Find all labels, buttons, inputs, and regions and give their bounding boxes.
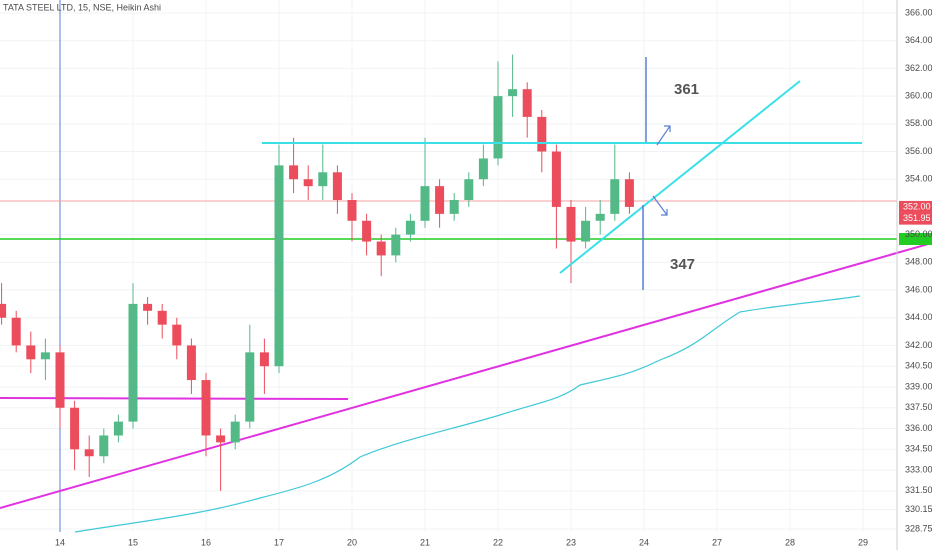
candle-body: [478, 158, 488, 180]
candle-body: [376, 241, 386, 256]
x-tick-label: 16: [201, 537, 211, 547]
y-tick-label: 356.00: [905, 146, 932, 156]
level-tag: [899, 233, 932, 245]
candle-body: [522, 89, 532, 117]
y-tick-label: 364.00: [905, 35, 932, 45]
y-tick-label: 360.00: [905, 90, 932, 100]
y-tick-label: 354.00: [905, 174, 932, 184]
candle-body: [332, 172, 342, 201]
candle-body: [508, 89, 518, 97]
x-tick-label: 22: [493, 537, 503, 547]
trend-line: [0, 242, 932, 509]
y-tick-label: 328.75: [905, 523, 932, 533]
candle-body: [449, 200, 459, 214]
y-tick-label: 362.00: [905, 63, 932, 73]
y-tick-label: 350.00: [905, 229, 932, 239]
candle-body: [201, 380, 211, 436]
candle-body: [128, 303, 138, 422]
candle-body: [70, 407, 80, 450]
candle-body: [435, 186, 445, 214]
x-tick-label: 28: [785, 537, 795, 547]
candle-body: [566, 206, 576, 242]
y-tick-label: 340.50: [905, 361, 932, 371]
moving-average: [74, 295, 861, 533]
y-tick-label: 330.15: [905, 504, 932, 514]
candle-body: [405, 220, 415, 235]
candle-body: [274, 165, 284, 367]
y-tick-label: 334.50: [905, 444, 932, 454]
candle-body: [216, 435, 226, 443]
x-tick-label: 14: [55, 537, 65, 547]
candle-body: [259, 352, 269, 367]
candle-body: [0, 303, 7, 318]
y-tick-label: 337.50: [905, 402, 932, 412]
candle-body: [624, 179, 634, 207]
y-tick-label: 342.00: [905, 340, 932, 350]
x-tick-label: 27: [712, 537, 722, 547]
y-tick-label: 348.00: [905, 257, 932, 267]
candle-body: [347, 200, 357, 221]
x-tick-label: 24: [639, 537, 649, 547]
annotation: 361: [674, 81, 699, 98]
candle-body: [84, 449, 94, 457]
candle-body: [26, 345, 36, 360]
candle-body: [464, 179, 474, 201]
x-tick-label: 23: [566, 537, 576, 547]
candle-body: [318, 172, 328, 187]
price-tag-label: 351.95: [903, 213, 931, 223]
price-tag-label: 352.00: [903, 201, 931, 211]
candle-body: [143, 303, 153, 311]
candle-body: [55, 352, 65, 408]
candle-body: [493, 96, 503, 159]
candle-body: [303, 179, 313, 187]
x-tick-label: 29: [858, 537, 868, 547]
arrow-up: [656, 125, 671, 146]
candle-body: [551, 151, 561, 207]
candle-body: [537, 116, 547, 152]
candle-body: [595, 213, 605, 221]
y-tick-label: 336.00: [905, 423, 932, 433]
candle-body: [99, 435, 109, 457]
y-tick-label: 331.50: [905, 485, 932, 495]
candle-body: [186, 345, 196, 381]
candle-body: [581, 220, 591, 242]
chart-title: TATA STEEL LTD, 15, NSE, Heikin Ashi: [3, 2, 161, 12]
y-tick-label: 366.00: [905, 7, 932, 17]
candle-body: [391, 234, 401, 256]
candle-body: [230, 421, 240, 443]
y-tick-label: 358.00: [905, 118, 932, 128]
x-tick-label: 15: [128, 537, 138, 547]
x-tick-label: 17: [274, 537, 284, 547]
candle-body: [420, 186, 430, 221]
candle-body: [245, 352, 255, 422]
candle-body: [289, 165, 299, 180]
y-tick-label: 344.00: [905, 312, 932, 322]
annotation: 347: [670, 256, 695, 273]
price-tag: [899, 200, 932, 213]
candle-body: [113, 421, 123, 436]
price-tag: [899, 212, 932, 225]
y-tick-label: 333.00: [905, 464, 932, 474]
candle-body: [172, 324, 182, 346]
x-tick-label: 20: [347, 537, 357, 547]
candle-body: [157, 310, 167, 325]
x-tick-label: 21: [420, 537, 430, 547]
arrow-down: [652, 195, 668, 216]
channel-line: [559, 80, 801, 274]
candle-body: [11, 317, 21, 346]
candle-body: [610, 179, 620, 214]
candle-body: [362, 220, 372, 242]
y-tick-label: 346.00: [905, 284, 932, 294]
candle-body: [40, 352, 50, 360]
support-line: [0, 397, 349, 400]
y-tick-label: 339.00: [905, 381, 932, 391]
